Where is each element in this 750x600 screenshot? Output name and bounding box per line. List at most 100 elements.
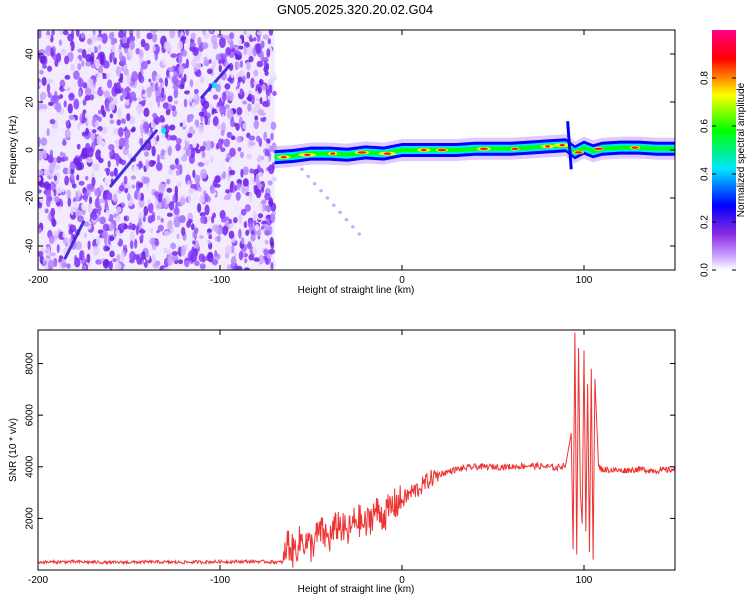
noise-blob [155, 162, 163, 172]
noise-blob [219, 209, 226, 220]
noise-blob [190, 32, 197, 40]
noise-blob [208, 234, 213, 240]
noise-blob [42, 64, 48, 69]
noise-blob [108, 223, 114, 232]
noise-blob [84, 86, 92, 97]
noise-blob [246, 61, 251, 71]
noise-blob [129, 250, 136, 262]
noise-blob [47, 156, 55, 164]
noise-blob [264, 162, 270, 167]
noise-blob [103, 90, 111, 99]
noise-blob [215, 53, 222, 61]
noise-blob [180, 245, 186, 257]
noise-blob [270, 213, 275, 222]
noise-blob [238, 250, 244, 261]
noise-blob [230, 135, 236, 141]
noise-blob [97, 109, 102, 115]
noise-blob [218, 64, 222, 73]
ridge-tail [300, 167, 304, 171]
noise-blob [165, 195, 170, 205]
noise-blob [110, 36, 115, 46]
noise-blob [87, 146, 94, 158]
noise-blob [255, 224, 260, 232]
noise-blob [229, 147, 236, 157]
noise-blob [178, 259, 184, 265]
noise-blob [70, 63, 75, 72]
noise-blob [193, 248, 199, 257]
noise-blob [154, 240, 160, 246]
noise-blob [239, 60, 244, 68]
noise-blob [221, 113, 225, 123]
colorbar-label: Normalized spectral amplitude [736, 82, 747, 217]
noise-blob [108, 101, 115, 111]
noise-blob [62, 30, 69, 36]
noise-blob [156, 215, 161, 221]
noise-blob [260, 50, 264, 61]
noise-blob [143, 151, 150, 157]
noise-blob [73, 157, 81, 166]
noise-blob [272, 90, 277, 97]
noise-blob [161, 87, 165, 99]
noise-blob [81, 48, 87, 59]
noise-blob [257, 213, 264, 219]
noise-blob [127, 225, 134, 230]
noise-blob [162, 197, 167, 207]
noise-blob [105, 191, 113, 201]
noise-blob [78, 180, 85, 186]
noise-blob [159, 114, 165, 123]
noise-blob [62, 138, 66, 147]
noise-blob [82, 99, 87, 106]
noise-blob [264, 239, 269, 245]
noise-blob [234, 153, 240, 160]
noise-blob [190, 148, 196, 158]
noise-blob [249, 168, 255, 174]
noise-blob [107, 79, 113, 89]
noise-blob [230, 118, 235, 128]
noise-blob [255, 188, 262, 199]
noise-blob [110, 44, 118, 53]
noise-blob [264, 192, 271, 201]
noise-blob [245, 229, 250, 236]
noise-blob [120, 118, 126, 125]
noise-blob [77, 122, 81, 131]
noise-blob [255, 173, 259, 184]
noise-blob [82, 264, 87, 270]
spectrogram-x-label: Height of straight line (km) [298, 285, 415, 296]
noise-blob [147, 202, 154, 214]
noise-blob [194, 174, 201, 184]
noise-blob [253, 257, 260, 262]
noise-blob [53, 188, 57, 197]
noise-blob [164, 230, 170, 237]
noise-blob [143, 205, 149, 217]
noise-blob [158, 77, 163, 84]
noise-blob [247, 90, 253, 96]
noise-blob [183, 98, 188, 108]
noise-blob [238, 213, 243, 224]
noise-blob [252, 245, 259, 255]
noise-blob [52, 84, 57, 91]
noise-blob [60, 48, 67, 56]
noise-blob [247, 103, 252, 112]
noise-blob [146, 59, 151, 65]
noise-blob [44, 208, 49, 214]
noise-blob [87, 240, 91, 250]
noise-blob [97, 65, 104, 75]
noise-blob [128, 35, 136, 43]
noise-blob [190, 223, 195, 231]
noise-blob [199, 263, 206, 270]
noise-blob [109, 64, 117, 71]
colorbar-ticks: 0.0 0.2 0.4 0.6 0.8 [700, 71, 736, 277]
y-tick-label: 8000 [25, 352, 36, 375]
noise-blob [172, 84, 177, 90]
noise-blob [115, 82, 121, 92]
noise-blob [253, 69, 259, 77]
noise-blob [235, 88, 241, 94]
noise-blob [61, 262, 68, 268]
noise-blob [124, 99, 130, 106]
noise-blob [128, 115, 136, 125]
noise-blob [112, 258, 117, 263]
noise-blob [242, 76, 247, 81]
noise-blob [113, 57, 117, 65]
noise-blob [77, 215, 84, 223]
noise-blob [85, 127, 89, 136]
